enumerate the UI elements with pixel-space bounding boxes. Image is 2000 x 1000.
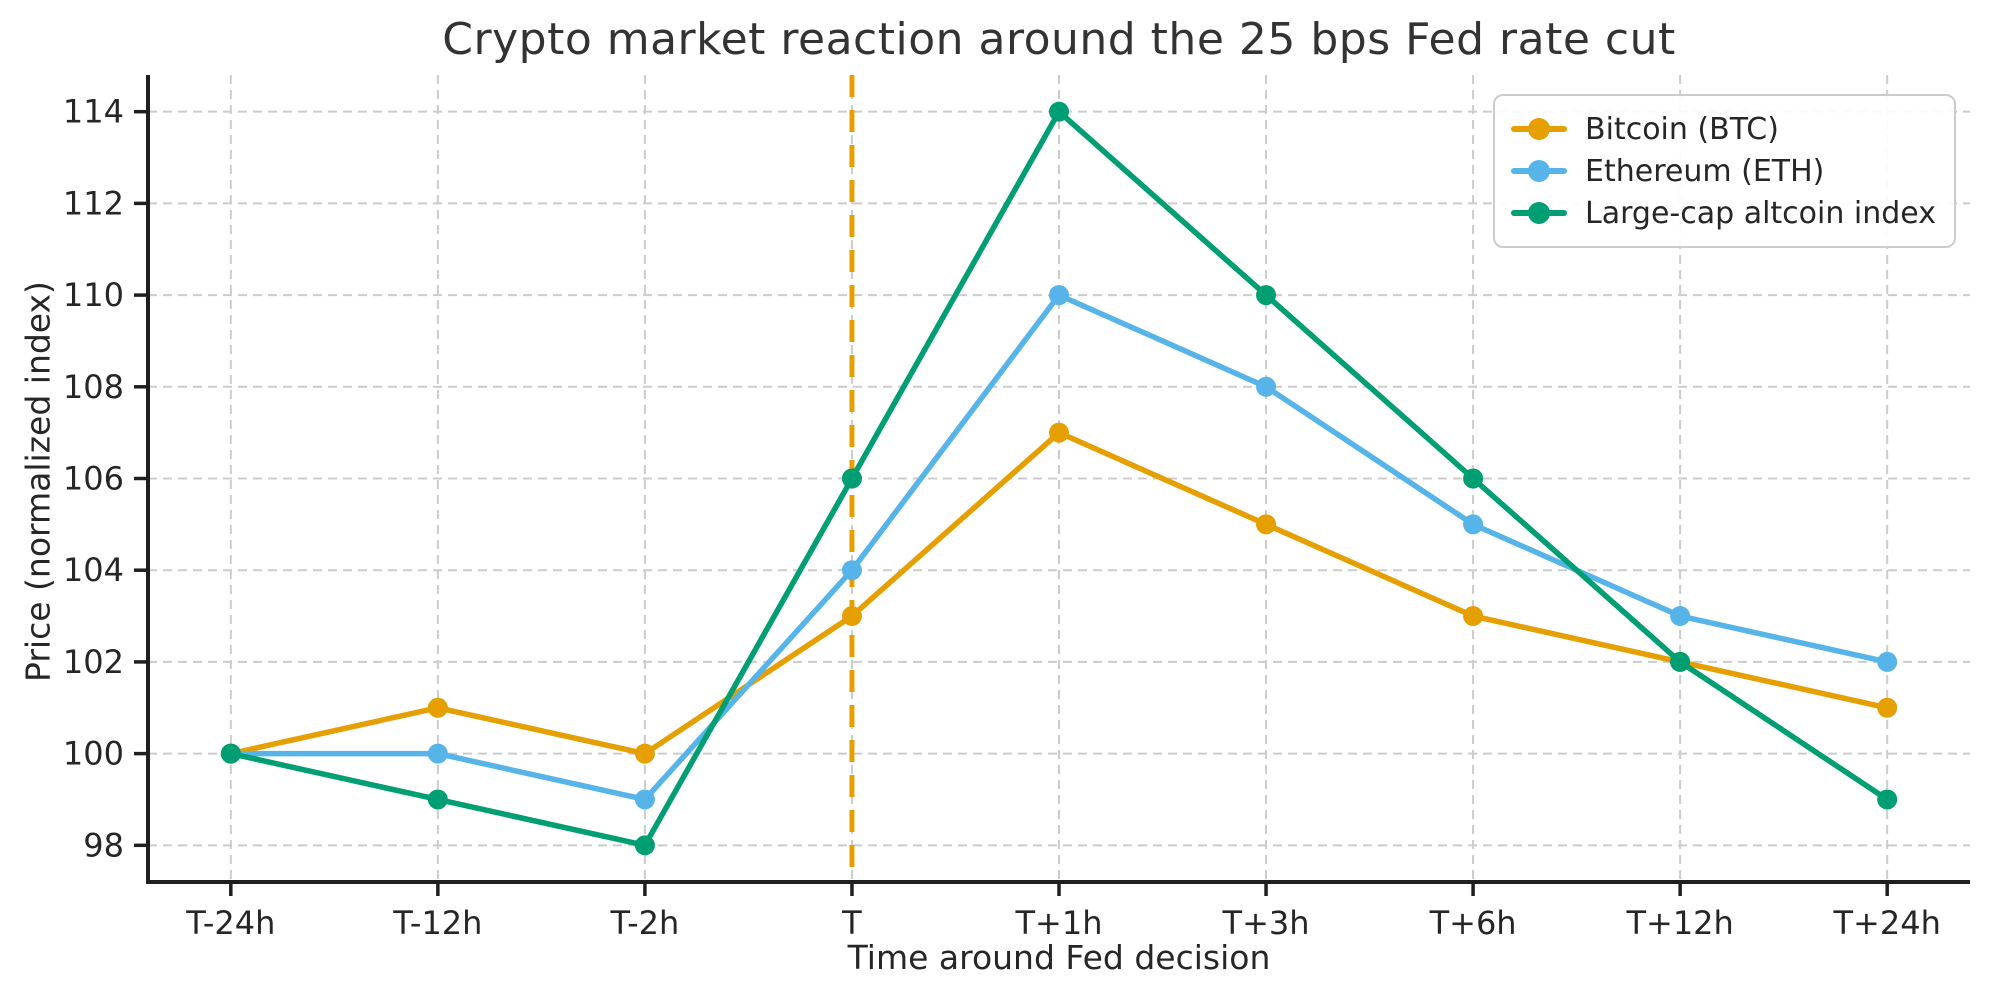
data-point-large-cap-altcoin-index xyxy=(1256,285,1277,306)
data-point-bitcoin-btc xyxy=(427,697,448,718)
y-tick-label: 114 xyxy=(63,93,124,131)
x-tick-label: T+12h xyxy=(1625,904,1733,942)
data-point-bitcoin-btc xyxy=(841,606,862,627)
data-point-large-cap-altcoin-index xyxy=(841,468,862,489)
y-tick-label: 100 xyxy=(63,735,124,773)
data-point-ethereum-eth xyxy=(1670,606,1691,627)
y-tick-label: 104 xyxy=(63,551,124,589)
y-tick-label: 102 xyxy=(63,643,124,681)
x-tick-label: T+1h xyxy=(1015,904,1103,942)
x-tick-label: T xyxy=(841,904,862,942)
legend-label: Bitcoin (BTC) xyxy=(1585,111,1779,147)
legend-item-bitcoin-btc: Bitcoin (BTC) xyxy=(1511,108,1936,150)
data-point-bitcoin-btc xyxy=(634,743,655,764)
data-point-ethereum-eth xyxy=(1256,376,1277,397)
data-point-large-cap-altcoin-index xyxy=(634,835,655,856)
data-point-ethereum-eth xyxy=(1463,514,1484,535)
data-point-bitcoin-btc xyxy=(1256,514,1277,535)
y-tick-label: 112 xyxy=(63,184,124,222)
legend-label: Large-cap altcoin index xyxy=(1585,195,1936,231)
x-tick-label: T-12h xyxy=(392,904,482,942)
data-point-large-cap-altcoin-index xyxy=(220,743,241,764)
y-tick-label: 98 xyxy=(83,826,124,864)
data-point-bitcoin-btc xyxy=(1877,697,1898,718)
legend-line-marker xyxy=(1511,118,1568,140)
x-tick-label: T+3h xyxy=(1222,904,1310,942)
legend-line-marker xyxy=(1511,202,1568,224)
data-point-bitcoin-btc xyxy=(1049,422,1069,443)
data-point-large-cap-altcoin-index xyxy=(1877,789,1898,810)
chart-title: Crypto market reaction around the 25 bps… xyxy=(442,14,1676,65)
data-point-ethereum-eth xyxy=(841,560,862,581)
data-point-bitcoin-btc xyxy=(1463,606,1484,627)
legend-item-large-cap-altcoin-index: Large-cap altcoin index xyxy=(1511,192,1936,234)
x-tick-label: T-2h xyxy=(610,904,680,942)
data-point-large-cap-altcoin-index xyxy=(1049,101,1069,122)
data-point-ethereum-eth xyxy=(1049,285,1069,306)
data-point-large-cap-altcoin-index xyxy=(1670,651,1691,672)
y-axis-label: Price (normalized index) xyxy=(18,281,58,682)
x-axis-label: Time around Fed decision xyxy=(847,938,1271,977)
data-point-large-cap-altcoin-index xyxy=(1463,468,1484,489)
x-tick-label: T+6h xyxy=(1429,904,1517,942)
data-point-ethereum-eth xyxy=(427,743,448,764)
y-tick-label: 108 xyxy=(63,368,124,406)
legend: Bitcoin (BTC) Ethereum (ETH) Large-cap alt… xyxy=(1493,94,1956,248)
y-tick-label: 106 xyxy=(63,460,124,498)
data-point-ethereum-eth xyxy=(634,789,655,810)
data-point-large-cap-altcoin-index xyxy=(427,789,448,810)
legend-dot-marker xyxy=(1528,160,1551,182)
legend-label: Ethereum (ETH) xyxy=(1585,153,1825,189)
data-point-ethereum-eth xyxy=(1877,651,1898,672)
y-tick-label: 110 xyxy=(63,276,124,314)
legend-dot-marker xyxy=(1528,118,1551,140)
x-tick-label: T-24h xyxy=(185,904,275,942)
x-tick-label: T+24h xyxy=(1833,904,1941,942)
legend-line-marker xyxy=(1511,160,1568,182)
legend-item-ethereum-eth: Ethereum (ETH) xyxy=(1511,150,1936,192)
legend-dot-marker xyxy=(1528,202,1551,224)
